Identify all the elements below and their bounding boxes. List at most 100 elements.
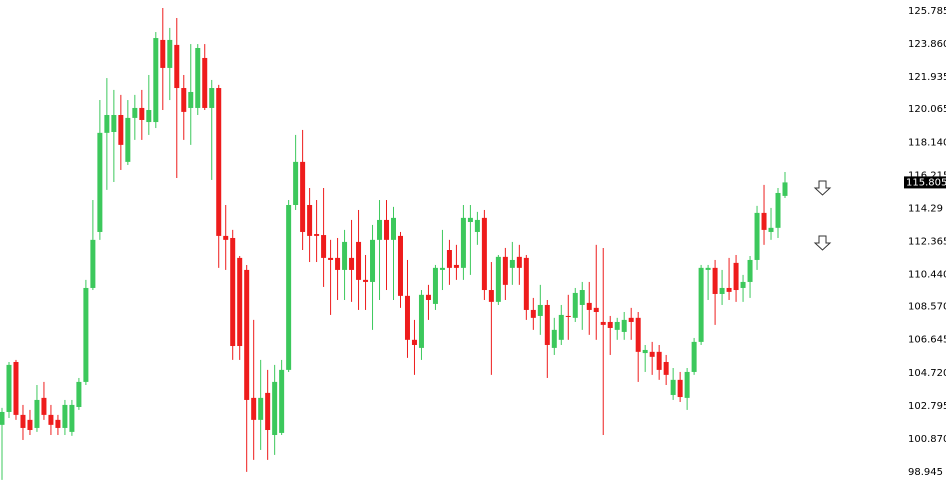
candle-body [705,267,711,270]
candle-body [41,397,47,415]
candle-body [125,117,131,162]
candle-body [160,39,166,68]
candle-body [174,44,180,89]
candle-body [537,304,543,316]
candle-body [251,397,257,420]
current-price-label: 115.805 [906,177,946,188]
candle-body [649,351,655,357]
candle-body [635,317,641,352]
y-tick-label: 116.215 [908,170,946,181]
candle-body [593,307,599,313]
candle-body [712,267,718,294]
candle-body [328,257,334,260]
candle-body [279,369,285,433]
candle-body [300,161,306,232]
candle-body [467,217,473,223]
candle-body [474,219,480,232]
candle-body [139,107,145,120]
candle-body [181,88,187,112]
candle-body [48,414,54,425]
y-tick-label: 121.935 [908,72,946,83]
candle-body [642,349,648,354]
candle-body [719,287,725,294]
candle-body [733,262,739,291]
candle-body [363,279,369,282]
candle-body [572,292,578,318]
candle-body [670,379,676,395]
y-tick-label: 104.720 [908,368,946,379]
candle-body [244,269,250,400]
candle-body [565,315,571,317]
candle-body [188,91,194,108]
candle-body [586,302,592,310]
candle-body [425,294,431,300]
candle-body [614,321,620,330]
candle-body [202,57,208,108]
candle-body [118,114,124,145]
candle-body [439,267,445,270]
candle-body [377,219,383,240]
candle-body [495,256,501,302]
candle-body [314,234,320,236]
candle-body [677,379,683,398]
candle-body [153,38,159,123]
candle-body [747,259,753,282]
candle-body [97,132,103,232]
candle-body [754,212,760,260]
y-tick-label: 112.365 [908,236,946,247]
candle-body [132,107,138,118]
candle-body [411,339,417,345]
candle-body [768,227,774,232]
candle-body [628,317,634,322]
candle-body [146,110,152,123]
candle-body [55,419,61,428]
y-tick-label: 110.440 [908,270,946,281]
candle-body [34,399,40,428]
candle-body [209,88,215,108]
candle-body [27,419,33,431]
candle-body [460,217,466,268]
candle-body [265,392,271,431]
candle-body [391,217,396,240]
y-tick-label: 114.29 [908,203,943,214]
candle-body [90,239,96,288]
candle-body [558,314,564,340]
candle-body [111,114,117,132]
candle-body [13,361,19,415]
candle-body [76,381,82,407]
arrow-down [813,180,832,251]
y-tick-label: 125.785 [908,6,946,17]
y-tick-label: 120.065 [908,104,946,115]
candle-body [62,404,68,428]
candle-body [740,281,746,288]
y-tick-label: 118.140 [908,137,946,148]
candle-body [432,267,438,304]
candle-body [397,235,403,296]
candle-body [761,212,767,230]
candle-body [223,235,229,240]
y-tick-label: 123.860 [908,39,946,50]
candle-body [335,257,341,270]
candle-body [621,319,627,332]
candle-body [307,204,313,236]
candle-body [384,219,390,240]
candle-body [446,249,452,268]
candle-body [418,294,424,348]
candle-body [216,88,222,236]
candle-body [293,161,299,205]
candle-body [321,235,327,258]
candle-body [782,182,788,196]
candle-body [775,192,781,228]
candle-body [0,411,5,425]
candle-body [230,237,236,347]
candle-body [607,321,613,328]
candle-body [551,329,557,348]
candle-body [69,404,75,432]
candle-body [691,341,697,372]
candle-body [481,217,487,291]
candle-body [356,241,362,280]
candle-body [530,309,536,318]
candle-body [684,371,690,398]
y-tick-label: 106.645 [908,335,946,346]
candle-body [579,290,585,305]
